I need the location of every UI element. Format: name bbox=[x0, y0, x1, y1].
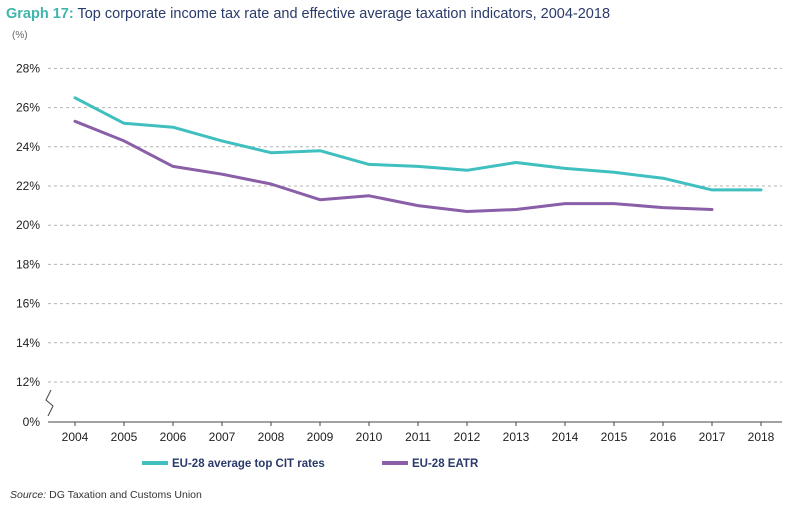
y-tick-label: 22% bbox=[16, 179, 40, 193]
y-tick-label: 14% bbox=[16, 336, 40, 350]
source-note: Source: DG Taxation and Customs Union bbox=[10, 489, 202, 501]
y-tick-label: 24% bbox=[16, 140, 40, 154]
source-text: DG Taxation and Customs Union bbox=[49, 489, 202, 501]
x-tick-label: 2009 bbox=[307, 430, 334, 444]
series-line-2 bbox=[73, 119, 714, 213]
y-tick-label: 0% bbox=[23, 415, 41, 429]
x-tick-label: 2015 bbox=[601, 430, 628, 444]
y-tick-label: 28% bbox=[16, 61, 40, 75]
x-tick-label: 2018 bbox=[748, 430, 775, 444]
x-tick-label: 2004 bbox=[62, 430, 89, 444]
x-tick-label: 2006 bbox=[160, 430, 187, 444]
y-tick-label: 20% bbox=[16, 218, 40, 232]
unit-label: (%) bbox=[12, 30, 28, 41]
chart-title-text: Top corporate income tax rate and effect… bbox=[77, 6, 611, 22]
x-tick-label: 2011 bbox=[405, 430, 431, 444]
legend-label-2: EU-28 EATR bbox=[412, 458, 479, 470]
x-tick-label: 2005 bbox=[111, 430, 138, 444]
y-tick-label: 26% bbox=[16, 101, 40, 115]
x-tick-label: 2010 bbox=[356, 430, 383, 444]
x-tick-label: 2016 bbox=[650, 430, 677, 444]
x-tick-label: 2013 bbox=[503, 430, 530, 444]
x-tick-label: 2008 bbox=[258, 430, 285, 444]
chart-title: Graph 17: Top corporate income tax rate … bbox=[6, 6, 610, 22]
legend-label-1: EU-28 average top CIT rates bbox=[172, 458, 325, 470]
y-tick-label: 18% bbox=[16, 257, 40, 271]
x-tick-label: 2012 bbox=[454, 430, 481, 444]
x-tick-label: 2017 bbox=[699, 430, 726, 444]
chart-title-prefix: Graph 17: bbox=[6, 6, 74, 22]
x-tick-label: 2014 bbox=[552, 430, 579, 444]
series-line-1 bbox=[73, 96, 763, 192]
source-label: Source: bbox=[10, 489, 47, 501]
y-tick-label: 16% bbox=[16, 297, 40, 311]
axis-break-mark bbox=[45, 389, 54, 417]
y-tick-label: 12% bbox=[16, 375, 40, 389]
x-tick-label: 2007 bbox=[209, 430, 236, 444]
